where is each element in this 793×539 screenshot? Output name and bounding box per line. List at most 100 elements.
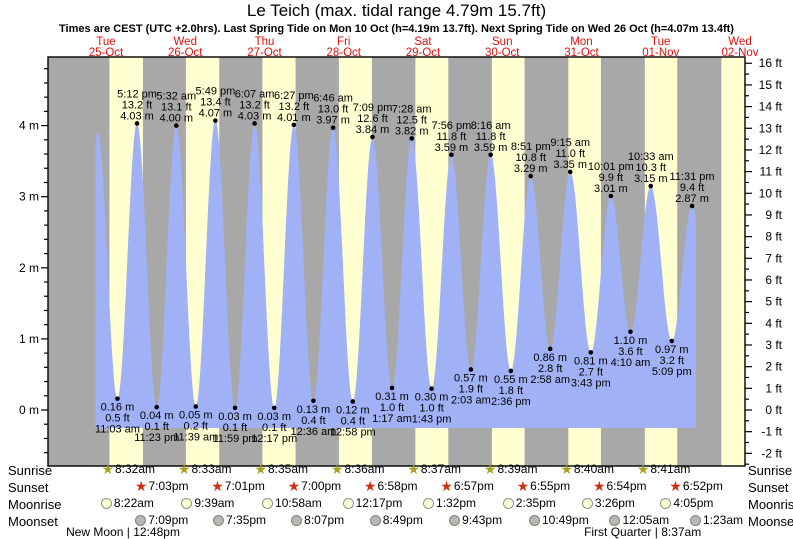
day-label: Sun 30-Oct [484,36,520,59]
svg-text:3.01 m: 3.01 m [594,183,628,195]
svg-text:0.4 ft: 0.4 ft [301,415,325,427]
day-label: Wed 02-Nov [721,36,759,59]
sunset-star-icon: ★ [287,477,301,494]
sunset-time: 6:52pm [682,479,723,493]
svg-text:12:58 pm: 12:58 pm [330,426,376,438]
svg-text:13.2 ft: 13.2 ft [279,101,310,113]
svg-text:0.81 m: 0.81 m [574,355,608,367]
svg-text:1.8 ft: 1.8 ft [499,385,523,397]
high-tide-dot [252,121,257,126]
svg-text:0.5 ft: 0.5 ft [105,413,129,425]
svg-text:11:03 am: 11:03 am [95,424,140,436]
moonset-entry: 8:07pm [291,513,344,527]
high-tide-dot [648,183,654,189]
svg-text:13.2 ft: 13.2 ft [122,99,153,111]
low-tide-dot [669,338,675,344]
svg-text:4.07 m: 4.07 m [199,108,233,120]
new-moon-note: New Moon | 12:48pm [66,525,180,539]
moonset-entry: 10:49pm [528,513,589,527]
right-axis-label: 4 ft [765,316,782,330]
high-tide-dot [134,121,140,126]
sunrise-star-icon: ★ [483,460,497,477]
tide-time: 6:27 pm [274,90,314,102]
svg-text:4.01 m: 4.01 m [277,112,311,124]
svg-text:0.1 ft: 0.1 ft [262,422,286,434]
moonrise-circle-icon [181,497,193,509]
moonset-entry: 8:49pm [369,513,423,527]
sunrise-star-icon: ★ [177,460,191,477]
svg-text:11:59 pm: 11:59 pm [213,433,258,445]
sunset-entry: ★ 6:54pm [593,479,647,494]
right-axis-label: 13 ft [759,121,783,135]
sunset-time: 6:55pm [530,479,571,493]
svg-text:2:03 am: 2:03 am [451,394,491,406]
high-tide-dot [291,122,297,128]
moonrise-entry: 10:58am [262,496,322,510]
sunrise-star-icon: ★ [101,460,114,477]
day-label: Thu 27-Oct [247,36,282,59]
right-axis-label: 11 ft [760,165,783,179]
svg-text:3.84 m: 3.84 m [356,124,390,136]
tide-time: 10:33 am [628,151,674,163]
right-axis-label: 3 ft [765,338,782,352]
moonrise-time: 2:35pm [515,496,556,510]
sunset-entry: ★ 7:01pm [211,477,265,494]
left-axis-label: 1 m [19,332,39,346]
moonset-time: 7:35pm [226,513,267,527]
svg-text:12.5 ft: 12.5 ft [396,114,427,126]
high-tide-dot [370,134,375,140]
right-axis-label: 14 ft [759,100,783,114]
svg-text:3.15 m: 3.15 m [634,173,668,185]
moonrise-circle-icon [262,497,274,509]
low-tide-dot [271,405,277,411]
svg-text:0.1 ft: 0.1 ft [144,421,168,433]
svg-text:1.9 ft: 1.9 ft [459,383,483,395]
tide-time: 8:51 pm [511,141,551,153]
svg-text:3.6 ft: 3.6 ft [618,346,642,358]
sunrise-entry: ★ 8:41am [636,460,691,477]
sunset-star-icon: ★ [134,477,148,494]
moonrise-entry: 4:05pm [660,496,713,510]
svg-text:12.6 ft: 12.6 ft [357,113,388,125]
right-axis-label: 8 ft [765,230,782,244]
svg-text:4.03 m: 4.03 m [238,110,272,122]
sunset-star-icon: ★ [516,477,530,494]
moonrise-time: 9:39am [194,496,235,510]
right-axis-label: 12 ft [759,143,783,157]
page-subtitle: Times are CEST (UTC +2.0hrs). Last Sprin… [59,23,734,35]
low-tide-dot [232,405,238,411]
svg-text:0.04 m: 0.04 m [140,410,174,422]
moonrise-time: 10:58am [275,496,322,510]
svg-text:0.03 m: 0.03 m [257,411,291,423]
svg-text:11.0 ft: 11.0 ft [555,148,585,160]
svg-text:0.13 m: 0.13 m [297,404,331,416]
sunset-star-icon: ★ [211,477,224,494]
sunset-entry: ★ 6:57pm [440,479,494,494]
right-axis-label: -1 ft [761,425,782,439]
tide-time: 7:28 am [392,103,432,115]
low-tide-dot [588,350,594,355]
moonrise-circle-icon [581,497,593,509]
svg-text:0.57 m: 0.57 m [454,372,488,384]
right-axis-label: 9 ft [765,208,782,222]
day-label: Mon 31-Oct [564,36,599,59]
sunset-entry: ★ 6:52pm [669,479,723,494]
sunrise-star-icon: ★ [407,460,420,477]
svg-text:0.4 ft: 0.4 ft [341,415,365,427]
moonset-time: 9:43pm [462,513,503,527]
moonset-entry: 7:09pm [135,513,188,527]
low-tide-dot [193,404,199,409]
high-tide-dot [174,123,179,128]
sunrise-star-icon: ★ [636,460,650,477]
tide-time: 7:56 pm [432,120,472,132]
moonset-circle-icon [609,514,621,526]
moonset-circle-icon [369,514,381,526]
svg-text:4:10 am: 4:10 am [611,357,651,369]
svg-text:12:17 pm: 12:17 pm [251,433,297,445]
tide-time: 8:16 am [471,120,511,132]
svg-text:13.4 ft: 13.4 ft [200,97,231,109]
svg-text:0.16 m: 0.16 m [101,402,135,414]
moonset-time: 8:07pm [304,513,345,527]
